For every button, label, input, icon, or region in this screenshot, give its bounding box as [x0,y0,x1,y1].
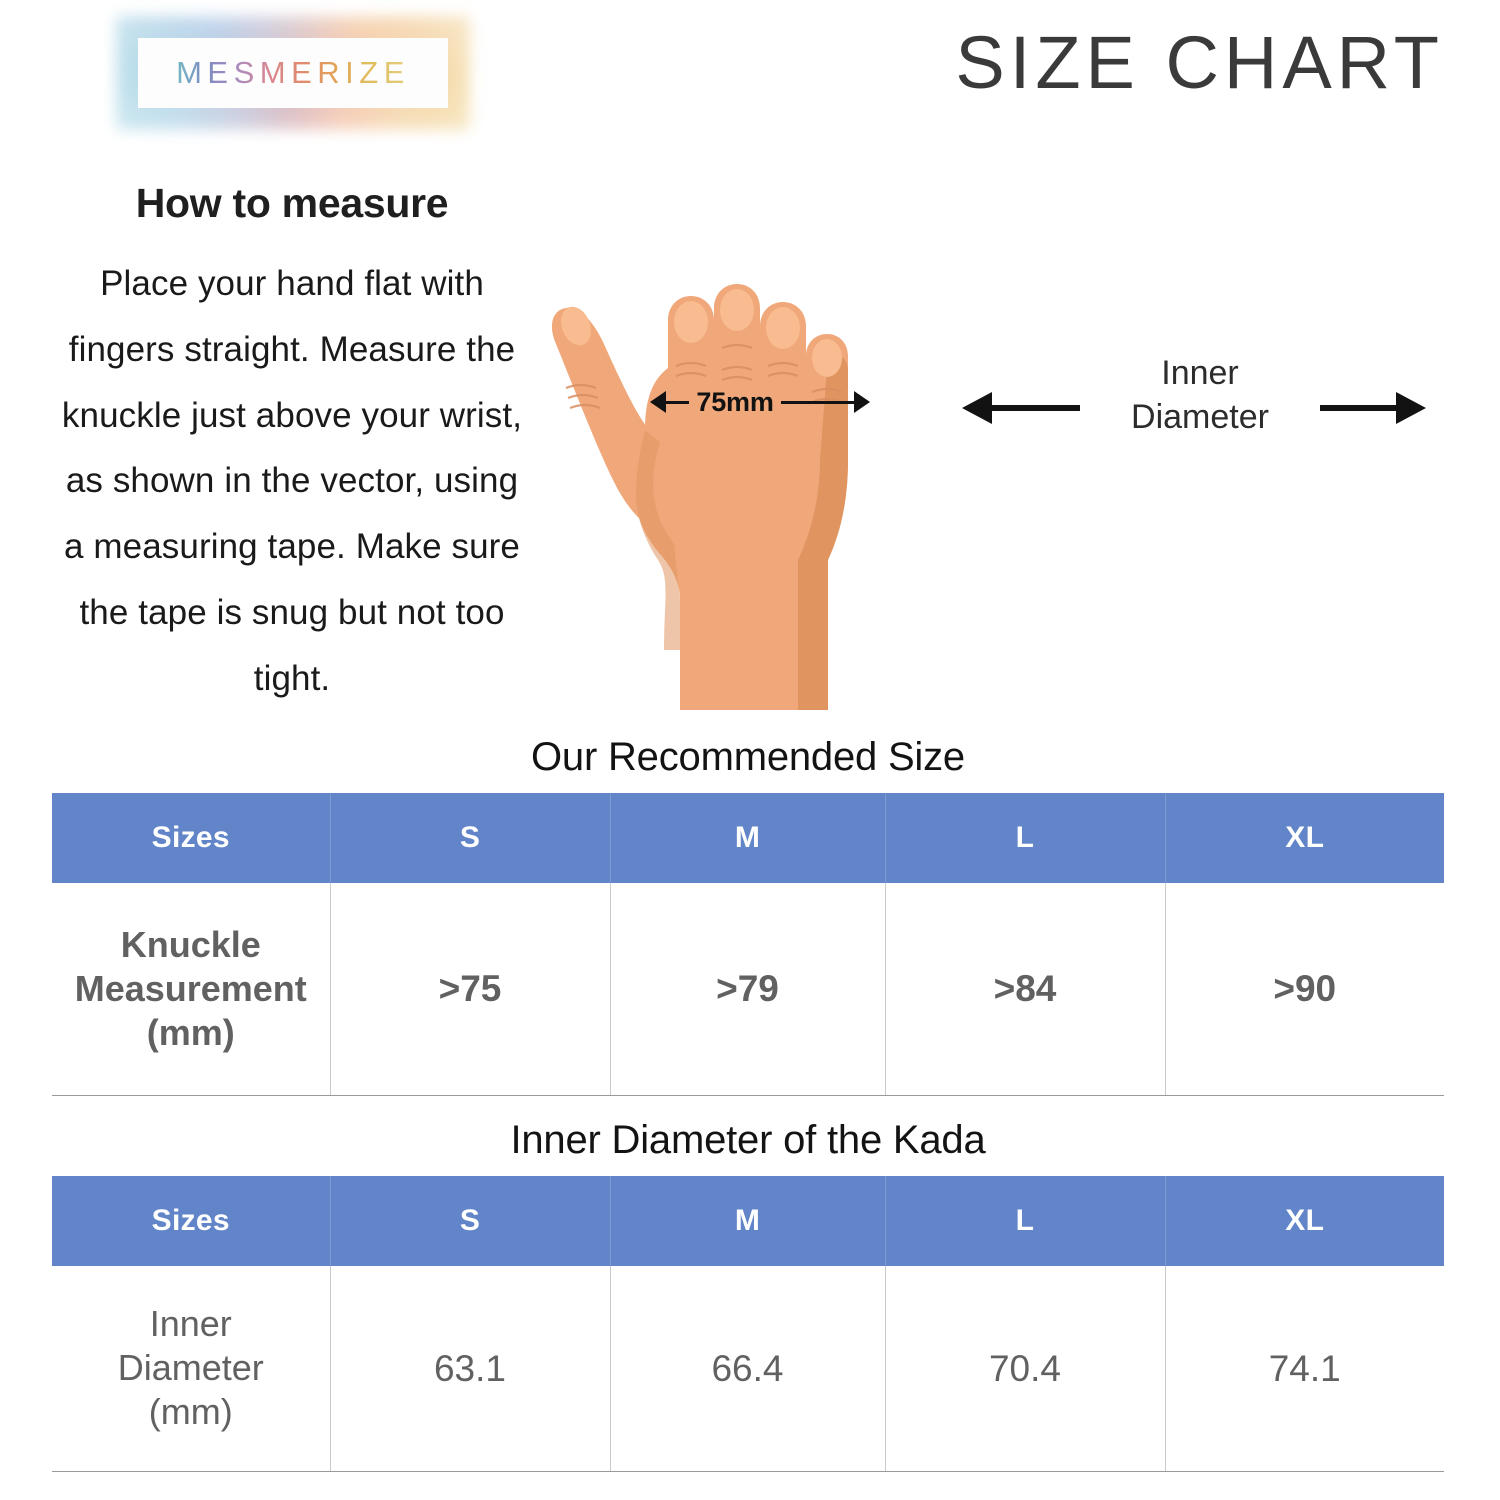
recommended-size-caption: Our Recommended Size [531,735,965,779]
column-header-m: M [610,793,886,883]
hand-measurement-label: 75mm [689,386,781,418]
column-header-m: M [610,1176,886,1266]
hand-measurement-arrow: 75mm [562,382,882,422]
column-header-s: S [330,1176,611,1266]
cell-knuckle-l: >84 [885,883,1166,1096]
table-row: Knuckle Measurement (mm) >75 >79 >84 >90 [52,883,1444,1096]
how-to-measure-heading: How to measure [135,180,449,226]
cell-diameter-m: 66.4 [610,1266,886,1472]
kada-ring-illustration: Inner Diameter [940,160,1460,700]
table-row: Inner Diameter (mm) 63.1 66.4 70.4 74.1 [52,1266,1444,1472]
inner-diameter-table: Sizes S M L XL Inner Diameter (mm) 63.1 … [52,1176,1444,1472]
column-header-sizes: Sizes [52,1176,331,1266]
cell-diameter-l: 70.4 [885,1266,1166,1472]
recommended-size-table: Sizes S M L XL Knuckle Measurement (mm) … [52,793,1444,1096]
inner-diameter-label-line2: Diameter [1131,397,1269,436]
table-header-row: Sizes S M L XL [52,1176,1444,1266]
row-label-line-3: (mm) [146,1011,235,1053]
inner-diameter-caption: Inner Diameter of the Kada [510,1118,986,1162]
column-header-s: S [330,793,611,883]
table-header-row: Sizes S M L XL [52,793,1444,883]
row-label-line-1: Knuckle [120,923,261,965]
diameter-line-left [990,405,1156,411]
column-header-xl: XL [1165,793,1444,883]
recommended-size-table-block: Our Recommended Size Sizes S M L XL Knuc… [52,735,1444,1096]
column-header-xl: XL [1165,1176,1444,1266]
logo-wordmark: MESMERIZE [176,55,410,90]
row-label-line-3: (mm) [148,1391,233,1433]
row-label-knuckle-measurement: Knuckle Measurement (mm) [52,883,331,1096]
row-label-line-2: Diameter [117,1347,264,1389]
how-to-measure-section: How to measure Place your hand flat with… [52,180,532,712]
page-title: SIZE CHART [955,21,1444,104]
cell-knuckle-m: >79 [610,883,886,1096]
row-label-line-2: Measurement [74,967,307,1009]
logo-plate: MESMERIZE [138,38,448,108]
cell-diameter-s: 63.1 [330,1266,611,1472]
arrow-head-left-icon [650,391,666,413]
cell-knuckle-xl: >90 [1165,883,1444,1096]
cell-knuckle-s: >75 [330,883,611,1096]
arrow-head-left-icon [962,392,992,424]
inner-diameter-label: Inner Diameter [1080,348,1320,444]
column-header-sizes: Sizes [52,793,331,883]
row-label-inner-diameter: Inner Diameter (mm) [52,1266,331,1472]
column-header-l: L [885,1176,1166,1266]
inner-diameter-table-block: Inner Diameter of the Kada Sizes S M L X… [52,1118,1444,1472]
column-header-l: L [885,793,1166,883]
arrow-head-right-icon [1396,392,1426,424]
row-label-line-1: Inner [149,1303,232,1345]
hand-illustration: 75mm [540,130,900,710]
cell-diameter-xl: 74.1 [1165,1266,1444,1472]
arrow-head-right-icon [854,391,870,413]
brand-logo: MESMERIZE [116,16,470,130]
hand-icon [551,284,848,710]
how-to-measure-body: Place your hand flat with fingers straig… [61,264,523,698]
inner-diameter-label-line1: Inner [1161,354,1239,392]
